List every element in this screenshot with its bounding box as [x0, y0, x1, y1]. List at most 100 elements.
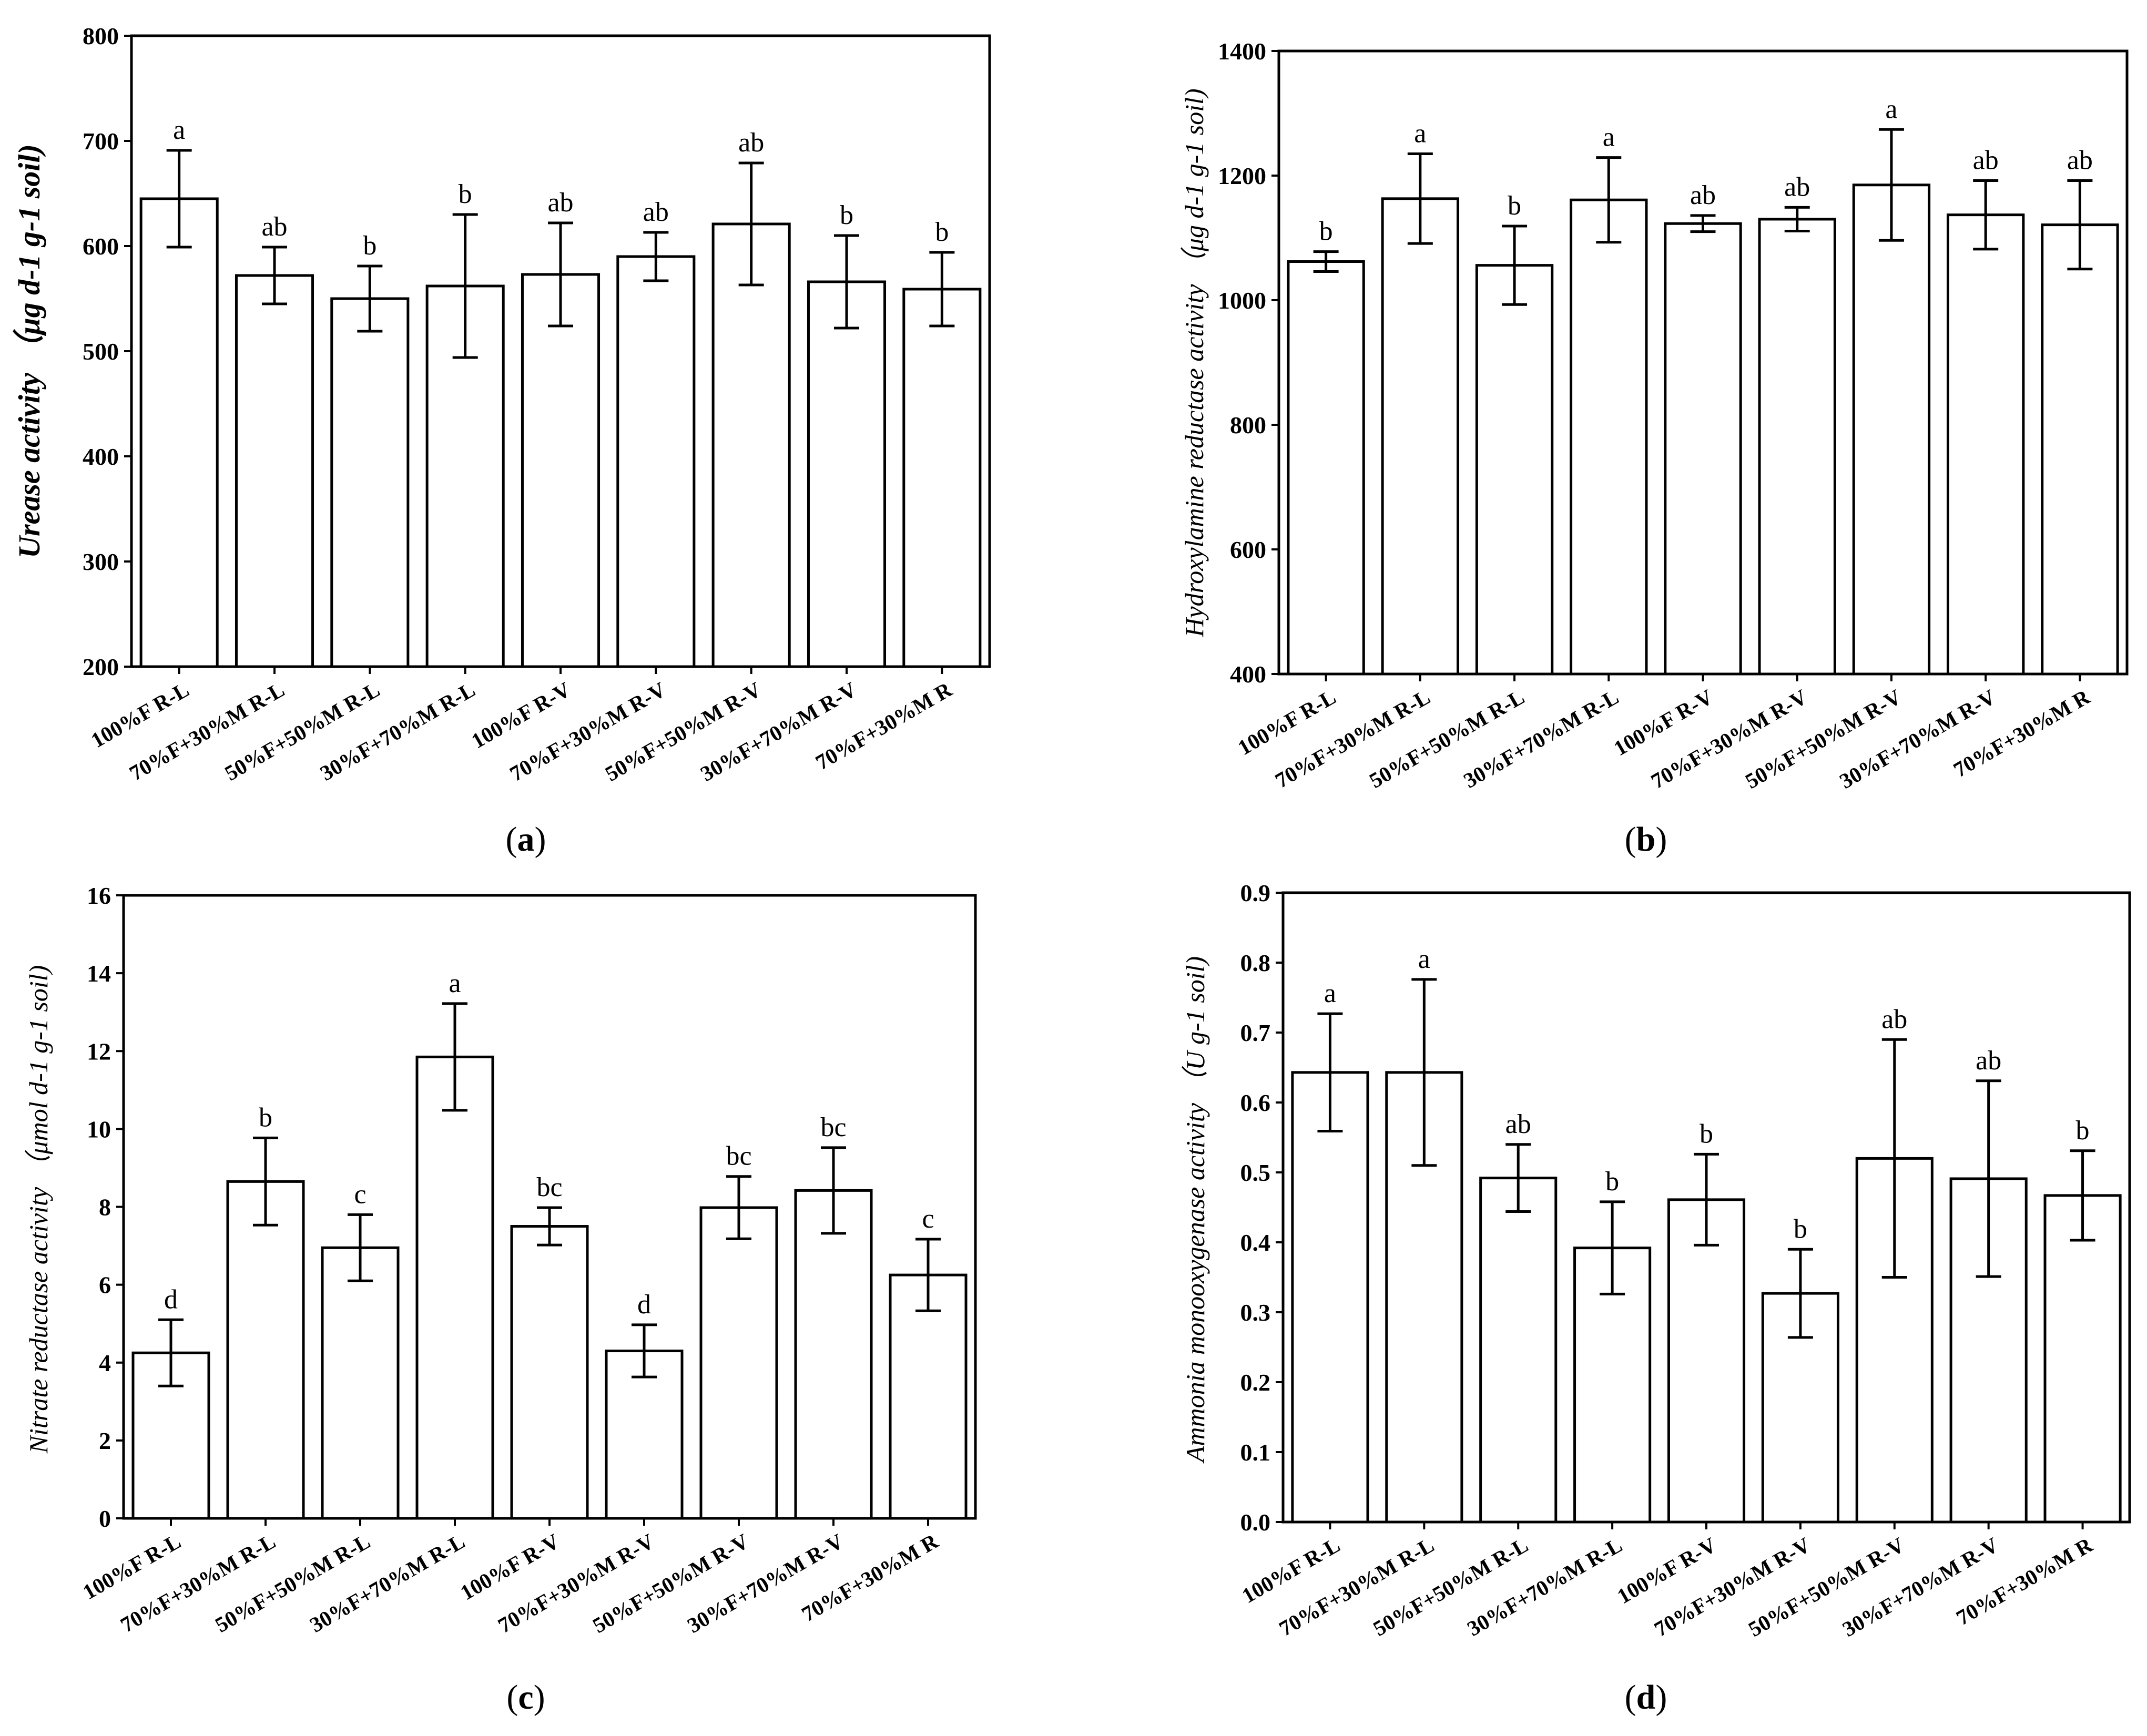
significance-label: b	[1700, 1119, 1713, 1149]
x-tick-label: 50%F+50%M R-V	[601, 677, 766, 786]
bar-c-4	[415, 1055, 494, 1520]
significance-label: a	[1414, 119, 1426, 149]
x-tick-label: 50%F+50%M R-L	[211, 1529, 374, 1637]
significance-label: b	[935, 217, 949, 247]
bar-c-8	[794, 1189, 873, 1520]
y-tick-label: 2	[99, 1427, 111, 1454]
bar-b-2	[1381, 197, 1460, 676]
y-tick-label: 500	[83, 338, 119, 365]
significance-label: c	[922, 1204, 934, 1234]
significance-label: b	[1319, 217, 1333, 247]
x-tick-label: 30%F+70%M R-L	[316, 677, 479, 785]
x-tick-label: 50%F+50%M R-V	[588, 1529, 753, 1638]
x-tick-label: 70%F+30%M R-L	[116, 1529, 279, 1637]
bar-a-3	[330, 297, 410, 668]
x-tick-label: 30%F+70%M R-V	[696, 677, 861, 786]
bar-c-5	[510, 1225, 589, 1520]
y-tick-label: 0.7	[1240, 1019, 1271, 1046]
x-tick-label: 70%F+30%M R-L	[1275, 1533, 1438, 1641]
y-tick-label: 700	[83, 128, 119, 155]
x-tick-label: 30%F+70%M R-V	[1838, 1533, 2003, 1641]
significance-label: bc	[536, 1172, 562, 1202]
y-tick-label: 0.1	[1240, 1439, 1271, 1466]
y-axis-label: Ammonia monooxygenase activity （U g-1 so…	[1181, 956, 1210, 1464]
x-tick-label: 50%F+50%M R-L	[220, 677, 383, 785]
significance-label: ab	[1784, 172, 1810, 202]
bar-c-7	[699, 1206, 778, 1520]
x-tick-label: 50%F+50%M R-L	[1369, 1533, 1532, 1641]
bar-a-5	[521, 273, 601, 668]
significance-label: b	[259, 1102, 272, 1132]
bar-c-6	[605, 1350, 684, 1520]
bar-b-7	[1852, 183, 1931, 676]
significance-label: a	[449, 968, 461, 998]
panel-label: (b)	[1625, 820, 1667, 859]
y-tick-label: 0.0	[1240, 1509, 1271, 1536]
x-tick-label: 50%F+50%M R-V	[1741, 685, 1906, 793]
bar-b-9	[2041, 223, 2119, 676]
bar-a-1	[139, 197, 219, 668]
x-tick-label: 70%F+30%M R-L	[1271, 685, 1434, 793]
y-tick-label: 8	[99, 1194, 111, 1221]
y-axis-label: Urease activity （μg d-1 g-1 soil)	[12, 144, 46, 558]
x-tick-label: 50%F+50%M R-V	[1744, 1533, 1909, 1641]
x-tick-label: 30%F+70%M R-V	[1835, 685, 2000, 793]
x-tick-label: 70%F+30%M R-V	[1650, 1533, 1815, 1641]
y-tick-label: 800	[1230, 412, 1266, 438]
bar-b-3	[1475, 264, 1554, 676]
y-tick-label: 400	[1230, 661, 1266, 688]
y-tick-label: 0.5	[1240, 1159, 1271, 1186]
y-tick-label: 0.4	[1240, 1229, 1271, 1256]
y-tick-label: 600	[83, 233, 119, 260]
y-tick-label: 600	[1230, 536, 1266, 563]
plot-frame	[1277, 49, 2129, 676]
y-tick-label: 1000	[1218, 287, 1266, 314]
bar-a-8	[807, 280, 887, 668]
significance-label: b	[1605, 1167, 1619, 1197]
significance-label: b	[1508, 191, 1521, 221]
bar-a-6	[616, 255, 696, 668]
significance-label: d	[164, 1284, 178, 1314]
x-tick-label: 30%F+70%M R-V	[683, 1529, 848, 1638]
y-tick-label: 0.3	[1240, 1299, 1271, 1326]
x-tick-label: 70%F+30%M R-V	[494, 1529, 658, 1638]
significance-label: ab	[643, 197, 669, 227]
y-axis-label: Nitrate reductase activity （μmol d-1 g-1…	[24, 965, 53, 1454]
x-tick-label: 70%F+30%M R-L	[125, 677, 288, 785]
y-tick-label: 1200	[1218, 162, 1266, 189]
significance-label: ab	[1976, 1046, 2001, 1076]
y-tick-label: 300	[83, 548, 119, 575]
bar-d-9	[2043, 1194, 2122, 1524]
x-tick-label: 30%F+70%M R-L	[1459, 685, 1622, 793]
x-tick-label: 70%F+30%M R-V	[1647, 685, 1812, 793]
bar-d-5	[1667, 1198, 1746, 1524]
significance-label: a	[173, 115, 185, 145]
x-tick-label: 50%F+50%M R-L	[1365, 685, 1528, 793]
significance-label: b	[2076, 1116, 2090, 1146]
x-tick-label: 70%F+30%M R-V	[505, 677, 670, 786]
y-tick-label: 4	[99, 1350, 111, 1376]
significance-label: ab	[2067, 145, 2093, 175]
y-tick-label: 0.2	[1240, 1369, 1271, 1396]
y-tick-label: 0.6	[1240, 1089, 1271, 1116]
y-tick-label: 1400	[1218, 38, 1266, 65]
significance-label: ab	[1881, 1004, 1907, 1034]
bar-b-1	[1287, 260, 1365, 676]
y-axis-label: Hydroxylamine reductase activity （μg d-1…	[1179, 88, 1209, 637]
significance-label: c	[354, 1179, 366, 1209]
y-tick-label: 800	[83, 23, 119, 49]
significance-label: b	[1794, 1214, 1807, 1244]
significance-label: b	[840, 200, 853, 230]
bar-c-2	[226, 1180, 305, 1520]
y-tick-label: 400	[83, 443, 119, 470]
significance-label: a	[1324, 978, 1336, 1008]
bar-d-3	[1479, 1177, 1558, 1524]
significance-label: b	[363, 231, 377, 261]
y-tick-label: 200	[83, 653, 119, 680]
y-tick-label: 6	[99, 1272, 111, 1299]
significance-label: ab	[738, 128, 764, 158]
